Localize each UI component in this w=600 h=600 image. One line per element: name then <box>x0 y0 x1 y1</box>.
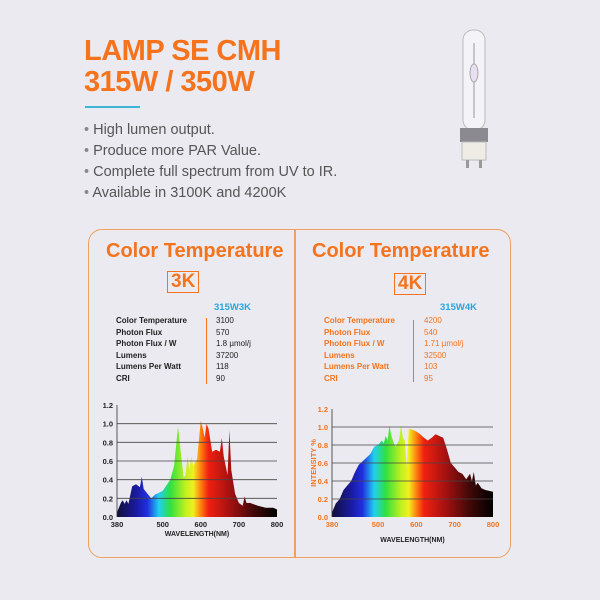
spec-value: 570 <box>216 327 230 337</box>
y-tick-label: 0.6 <box>103 457 113 466</box>
spec-label: Photon Flux <box>324 327 371 337</box>
y-tick-label: 0.4 <box>318 477 329 486</box>
y-tick-label: 0.6 <box>318 459 328 468</box>
y-tick-label: 0.0 <box>318 513 328 522</box>
x-tick-label: 800 <box>487 520 500 529</box>
y-tick-label: 0.2 <box>318 495 328 504</box>
specs-panel <box>88 229 511 558</box>
x-tick-label: 380 <box>326 520 339 529</box>
x-tick-label: 600 <box>195 520 208 529</box>
feature-item: Produce more PAR Value. <box>84 141 337 162</box>
x-tick-label: 700 <box>448 520 461 529</box>
y-tick-label: 0.8 <box>103 438 113 447</box>
spec-separator <box>413 320 414 382</box>
x-tick-label: 500 <box>372 520 385 529</box>
x-tick-label: 700 <box>233 520 246 529</box>
spec-value: 118 <box>216 362 229 371</box>
panel-divider <box>294 229 296 558</box>
feature-list: High lumen output. Produce more PAR Valu… <box>84 120 337 204</box>
y-tick-label: 0.2 <box>103 494 113 503</box>
x-tick-label: 600 <box>410 520 423 529</box>
x-axis-label: WAVELENGTH(NM) <box>380 537 444 544</box>
spec-value: 4200 <box>424 316 442 325</box>
spec-label: Photon Flux <box>116 327 163 337</box>
spec-value: 103 <box>424 362 438 371</box>
spec-label: Lumens <box>324 350 355 360</box>
y-axis-label: INTENSITY % <box>309 439 318 487</box>
page-title: LAMP SE CMH 315W / 350W <box>84 36 281 98</box>
y-tick-label: 1.2 <box>318 405 328 414</box>
spec-separator <box>206 318 207 384</box>
y-tick-label: 1.2 <box>103 401 113 410</box>
spec-value: 37200 <box>216 350 239 360</box>
spec-table: Color Temperature Photon Flux Photon Flu… <box>116 315 286 387</box>
x-tick-label: 500 <box>156 520 169 529</box>
spec-value: 95 <box>424 373 433 383</box>
title-line-1: LAMP SE CMH <box>84 35 281 67</box>
y-tick-label: 0.8 <box>318 441 328 450</box>
spec-value: 540 <box>424 327 438 337</box>
lamp-bulb-image <box>460 29 488 168</box>
y-tick-label: 0.4 <box>103 476 114 485</box>
x-tick-label: 380 <box>111 520 124 529</box>
panel-heading: Color Temperature <box>312 240 490 262</box>
spec-label: Lumens <box>116 350 147 360</box>
spec-label: CRI <box>324 373 338 383</box>
spec-value: 1.8 µmol/j <box>216 339 251 348</box>
feature-item: Available in 3100K and 4200K <box>84 183 337 204</box>
spec-value: 90 <box>216 373 225 383</box>
x-tick-label: 800 <box>271 520 284 529</box>
y-tick-label: 1.0 <box>103 420 113 429</box>
model-name: 315W4K <box>440 302 477 313</box>
spec-label: Color Temperature <box>324 316 395 325</box>
spec-value: 1.71 µmol/j <box>424 339 464 348</box>
spec-label: Photon Flux / W <box>116 339 177 348</box>
feature-item: High lumen output. <box>84 120 337 141</box>
title-line-2: 315W / 350W <box>84 66 255 98</box>
model-name: 315W3K <box>214 302 251 313</box>
spectrum-area <box>332 425 493 517</box>
spec-label: Lumens Per Watt <box>116 362 182 371</box>
y-tick-label: 0.0 <box>103 513 113 522</box>
spec-label: Color Temperature <box>116 316 187 325</box>
spec-value: 3100 <box>216 316 234 325</box>
spec-value: 32500 <box>424 350 447 360</box>
spectrum-area <box>117 420 277 517</box>
y-tick-label: 1.0 <box>318 423 328 432</box>
spec-label: Photon Flux / W <box>324 339 385 348</box>
spec-table: Color Temperature Photon Flux Photon Flu… <box>324 315 494 387</box>
spec-label: CRI <box>116 373 130 383</box>
feature-item: Complete full spectrum from UV to IR. <box>84 162 337 183</box>
x-axis-label: WAVELENGTH(NM) <box>165 531 229 538</box>
badge-3k: 3K <box>167 271 200 293</box>
spec-label: Lumens Per Watt <box>324 362 390 371</box>
title-underline <box>85 106 140 108</box>
panel-heading: Color Temperature <box>106 240 284 262</box>
badge-4k: 4K <box>394 273 427 295</box>
